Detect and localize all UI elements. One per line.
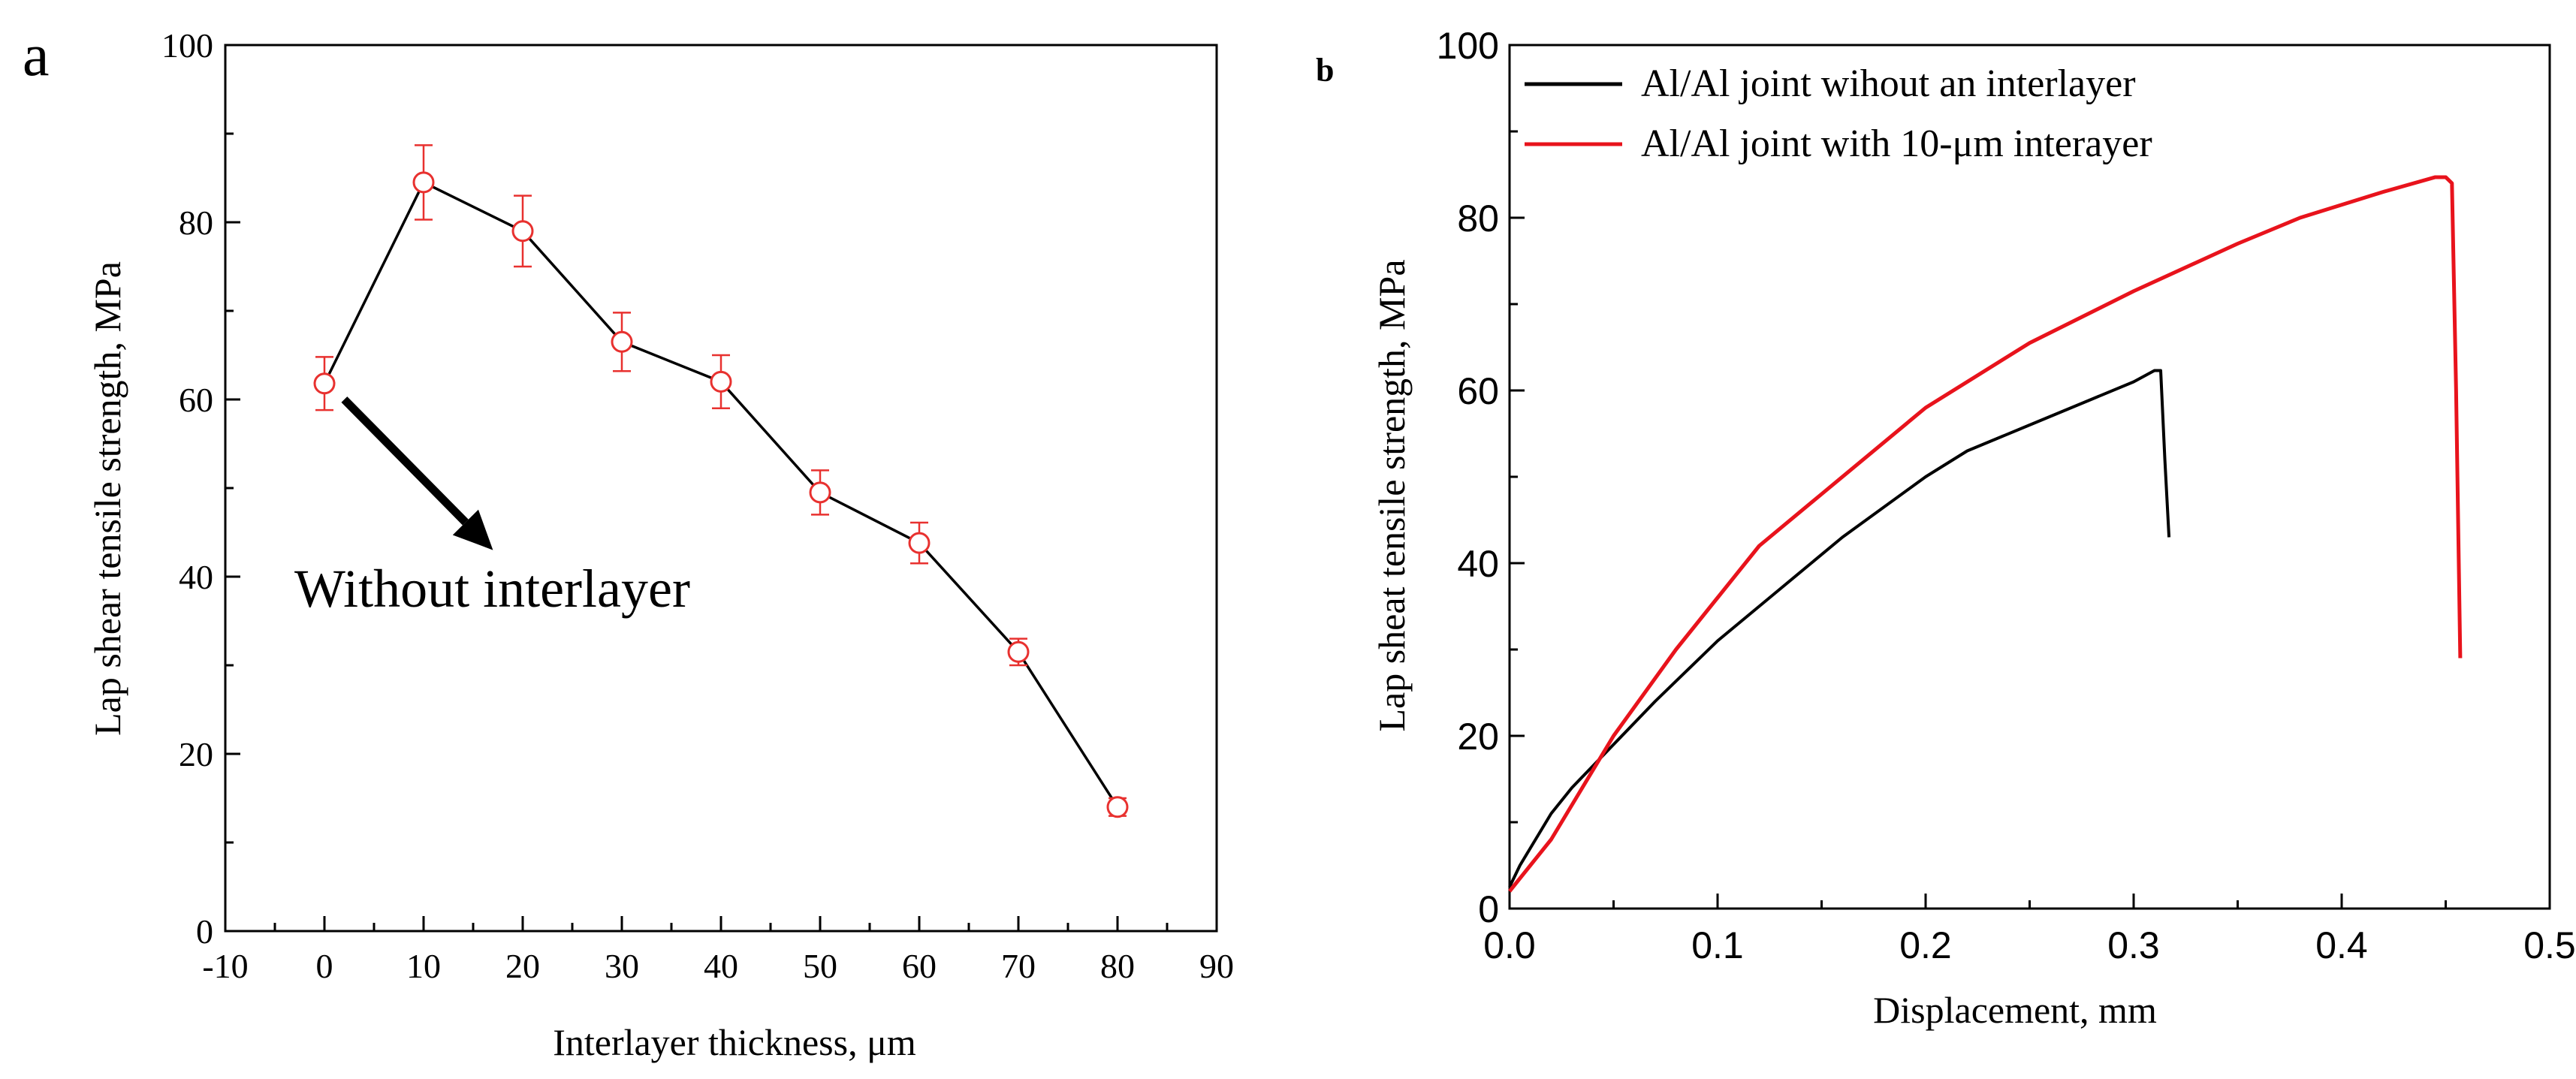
panel-b-y-tick-label: 40 xyxy=(1457,543,1499,585)
panel-a-x-tick-label: 50 xyxy=(803,947,837,985)
panel-a-x-tick-label: 0 xyxy=(316,947,333,985)
panel-a-data-point xyxy=(612,332,632,351)
panel-a-y-axis-title: Lap shear tensile strength, MPa xyxy=(86,261,128,736)
panel-b-x-tick-label: 0.3 xyxy=(2107,924,2160,966)
panel-b-y-tick-label: 60 xyxy=(1457,370,1499,412)
legend-label-series-2: Al/Al joint with 10-μm interayer xyxy=(1641,122,2152,165)
panel-a-y-tick-label: 60 xyxy=(179,381,213,419)
panel-b-x-tick-label: 0.1 xyxy=(1691,924,1744,966)
panel-a-y-tick-label: 20 xyxy=(179,735,213,773)
panel-a-data-point xyxy=(414,173,433,192)
panel-a-y-tick-label: 100 xyxy=(161,26,213,65)
panel-a-x-tick-label: 20 xyxy=(505,947,540,985)
panel-a-data-point xyxy=(909,533,929,553)
panel-a-y-tick-label: 80 xyxy=(179,203,213,242)
panel-b-label: b xyxy=(1316,52,1334,89)
panel-a-x-tick-label: 40 xyxy=(704,947,738,985)
panel-b-y-tick-label: 80 xyxy=(1457,197,1499,240)
panel-b-x-tick-label: 0.5 xyxy=(2523,924,2576,966)
panel-a-label: a xyxy=(23,23,50,89)
panel-b-x-tick-label: 0.4 xyxy=(2315,924,2368,966)
panel-a-y-tick-label: 0 xyxy=(196,912,213,951)
panel-a-data-point xyxy=(711,372,731,391)
panel-b-x-tick-label: 0.0 xyxy=(1483,924,1536,966)
panel-a-data-point xyxy=(810,483,830,502)
panel-a-x-axis-title: Interlayer thickness, μm xyxy=(553,1021,916,1063)
panel-a-x-tick-label: -10 xyxy=(202,947,248,985)
panel-a-x-tick-label: 80 xyxy=(1100,947,1135,985)
panel-a-data-point xyxy=(513,222,532,241)
panel-a-data-point xyxy=(315,374,334,393)
panel-b-y-tick-label: 20 xyxy=(1457,716,1499,758)
figure-background xyxy=(0,0,2576,1079)
panel-a-x-tick-label: 10 xyxy=(406,947,441,985)
panel-b-x-axis-title: Displacement, mm xyxy=(1873,989,2157,1031)
legend-label-series-1: Al/Al joint wihout an interlayer xyxy=(1641,62,2136,105)
panel-a-data-point xyxy=(1108,797,1127,817)
panel-a-x-tick-label: 70 xyxy=(1001,947,1036,985)
panel-a-x-tick-label: 30 xyxy=(605,947,639,985)
panel-b-x-tick-label: 0.2 xyxy=(1899,924,1952,966)
panel-a-x-tick-label: 90 xyxy=(1199,947,1234,985)
panel-b-y-tick-label: 100 xyxy=(1437,25,1499,67)
panel-a-y-tick-label: 40 xyxy=(179,558,213,596)
panel-a-x-tick-label: 60 xyxy=(902,947,937,985)
panel-b-y-axis-title: Lap sheat tensile strength, MPa xyxy=(1371,259,1413,731)
panel-b-y-tick-label: 0 xyxy=(1478,888,1499,930)
panel-a-data-point xyxy=(1009,642,1028,662)
panel-a-annotation: Without interlayer xyxy=(294,559,690,619)
figure: a -10 0 10 20 30 40 50 60 70 80 90020406080100 Int… xyxy=(0,0,2576,1079)
